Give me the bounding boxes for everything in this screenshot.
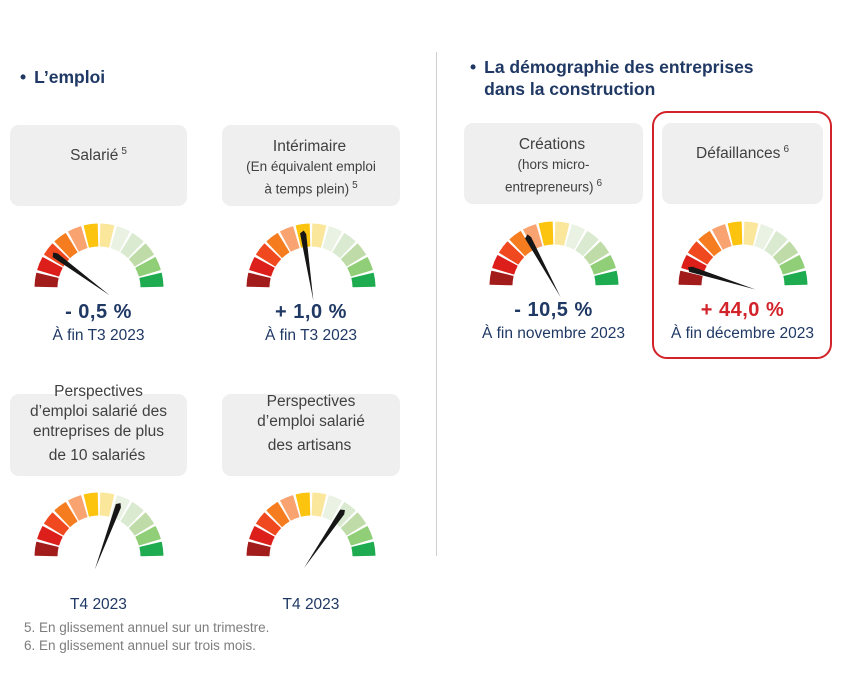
section-title-demographie: • La démographie des entreprises dans la… <box>470 56 782 100</box>
gauge-value: + 1,0 % <box>275 301 347 323</box>
gauge-interimaire <box>241 222 381 306</box>
gauge-defaillances <box>673 220 813 304</box>
indicator-card-defaillances: Défaillances 6 <box>662 123 823 204</box>
gauge-perspectives-entreprises <box>29 491 169 575</box>
gauge-period: À fin décembre 2023 <box>670 325 815 342</box>
card-sub-label: (En équivalent emploi à temps plein) <box>246 158 376 197</box>
indicator-card-interimaire: Intérimaire (En équivalent emploi à temp… <box>222 125 400 206</box>
gauge-salarie <box>29 222 169 306</box>
card-sub-label: (hors micro- entrepreneurs) <box>504 156 594 195</box>
footnote-ref: 6 <box>783 144 789 156</box>
card-title-label: Perspectives d’emploi salarié des entrep… <box>30 382 167 464</box>
footnote-6: 6. En glissement annuel sur trois mois. <box>24 638 256 653</box>
footnote-ref: 5 <box>352 179 358 191</box>
indicator-column-defaillances: Défaillances 6 + 44,0 % À fin décembre 20… <box>662 123 823 363</box>
indicator-column-interimaire: Intérimaire (En équivalent emploi à temp… <box>222 125 400 365</box>
indicator-column-perspectives-entreprises: Perspectives d’emploi salarié des entrep… <box>10 383 187 634</box>
gauge-period: T4 2023 <box>70 596 127 613</box>
card-title-label: Créations <box>518 135 586 153</box>
indicator-column-perspectives-artisans: Perspectives d’emploi salarié des artisa… <box>222 392 400 634</box>
indicator-column-creations: Créations (hors micro- entrepreneurs) 6 -… <box>464 123 643 363</box>
card-title-label: Salarié <box>70 147 119 165</box>
indicator-card-salarie: Salarié 5 <box>10 125 187 206</box>
section-divider <box>436 52 437 556</box>
footnote-ref: 5 <box>121 146 127 158</box>
indicator-column-salarie: Salarié 5 - 0,5 % À fin T3 2023 <box>10 125 187 365</box>
defaillances-highlight-box <box>652 111 832 359</box>
indicator-card-perspectives-entreprises: Perspectives d’emploi salarié des entrep… <box>10 383 187 476</box>
footnote-ref: 6 <box>596 177 603 189</box>
gauge-period: À fin T3 2023 <box>52 327 145 344</box>
indicator-card-creations: Créations (hors micro- entrepreneurs) 6 <box>464 123 643 204</box>
gauge-creations <box>484 220 624 304</box>
gauge-period: À fin T3 2023 <box>265 327 357 344</box>
gauge-perspectives-artisans <box>241 491 381 575</box>
gauge-value: - 10,5 % <box>514 299 593 321</box>
gauge-period: À fin novembre 2023 <box>481 325 626 342</box>
bullet-icon: • <box>20 67 27 87</box>
section-title-demographie-label: La démographie des entreprises dans la c… <box>484 57 754 99</box>
section-title-emploi: • L’emploi <box>20 66 220 88</box>
section-title-emploi-label: L’emploi <box>34 67 106 87</box>
footnote-5: 5. En glissement annuel sur un trimestre… <box>24 620 270 635</box>
card-title-label: Intérimaire <box>272 137 347 155</box>
gauge-value-alert: + 44,0 % <box>700 299 785 321</box>
gauge-period: T4 2023 <box>282 596 340 613</box>
gauge-value: - 0,5 % <box>65 301 132 323</box>
card-title-label: Défaillances <box>696 145 781 163</box>
indicator-card-perspectives-artisans: Perspectives d’emploi salarié des artisa… <box>222 392 400 476</box>
bullet-icon: • <box>470 57 477 77</box>
card-title-label: Perspectives d’emploi salarié des artisa… <box>257 392 365 454</box>
